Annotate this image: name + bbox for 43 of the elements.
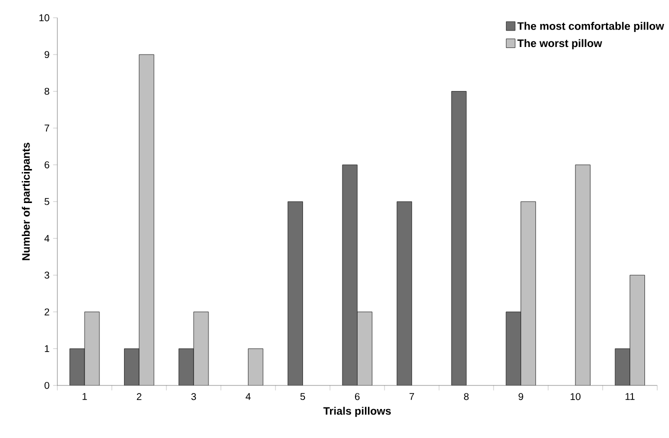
bar <box>520 201 536 386</box>
x-tick-label: 3 <box>191 393 196 400</box>
bar <box>614 348 630 386</box>
bar <box>575 164 590 386</box>
y-tick-label: 9 <box>44 51 50 58</box>
bar <box>630 275 645 386</box>
bar <box>178 348 194 386</box>
x-tick-label: 10 <box>570 393 580 400</box>
y-tick-label: 5 <box>44 198 50 206</box>
x-tick-label: 8 <box>464 393 469 400</box>
x-tick-label: 6 <box>355 393 360 400</box>
x-axis-title: Trials pillows <box>323 406 391 418</box>
bar <box>84 312 100 386</box>
x-tick-label: 5 <box>300 393 306 400</box>
x-tick-label: 7 <box>410 393 414 400</box>
y-tick-label: 8 <box>44 88 50 95</box>
x-tick-label: 2 <box>136 393 142 400</box>
y-tick-label: 10 <box>39 14 50 22</box>
legend-label: The most comfortable pillow <box>517 22 664 32</box>
y-tick-label: 1 <box>44 345 50 352</box>
y-tick-label: 6 <box>44 161 50 168</box>
y-tick-label: 2 <box>44 308 50 316</box>
y-tick-label: 7 <box>44 124 50 132</box>
x-tick-label: 9 <box>518 393 524 400</box>
x-tick-label: 1 <box>82 393 87 400</box>
x-tick-label: 4 <box>246 393 251 400</box>
y-axis-title: Number of participants <box>22 142 32 260</box>
bar <box>357 312 372 386</box>
y-tick-label: 4 <box>44 235 50 242</box>
bar <box>288 201 303 386</box>
bar <box>193 312 209 386</box>
bar <box>124 348 140 386</box>
bar <box>248 348 264 386</box>
bar <box>506 312 522 386</box>
y-tick-label: 3 <box>44 272 50 279</box>
bar <box>342 164 358 386</box>
bar <box>70 348 85 386</box>
bar <box>138 54 154 386</box>
y-tick-label: 0 <box>44 382 50 389</box>
x-tick-label: 11 <box>626 393 635 400</box>
bar <box>396 201 412 386</box>
legend-label: The worst pillow <box>517 39 602 50</box>
bar <box>451 91 467 386</box>
